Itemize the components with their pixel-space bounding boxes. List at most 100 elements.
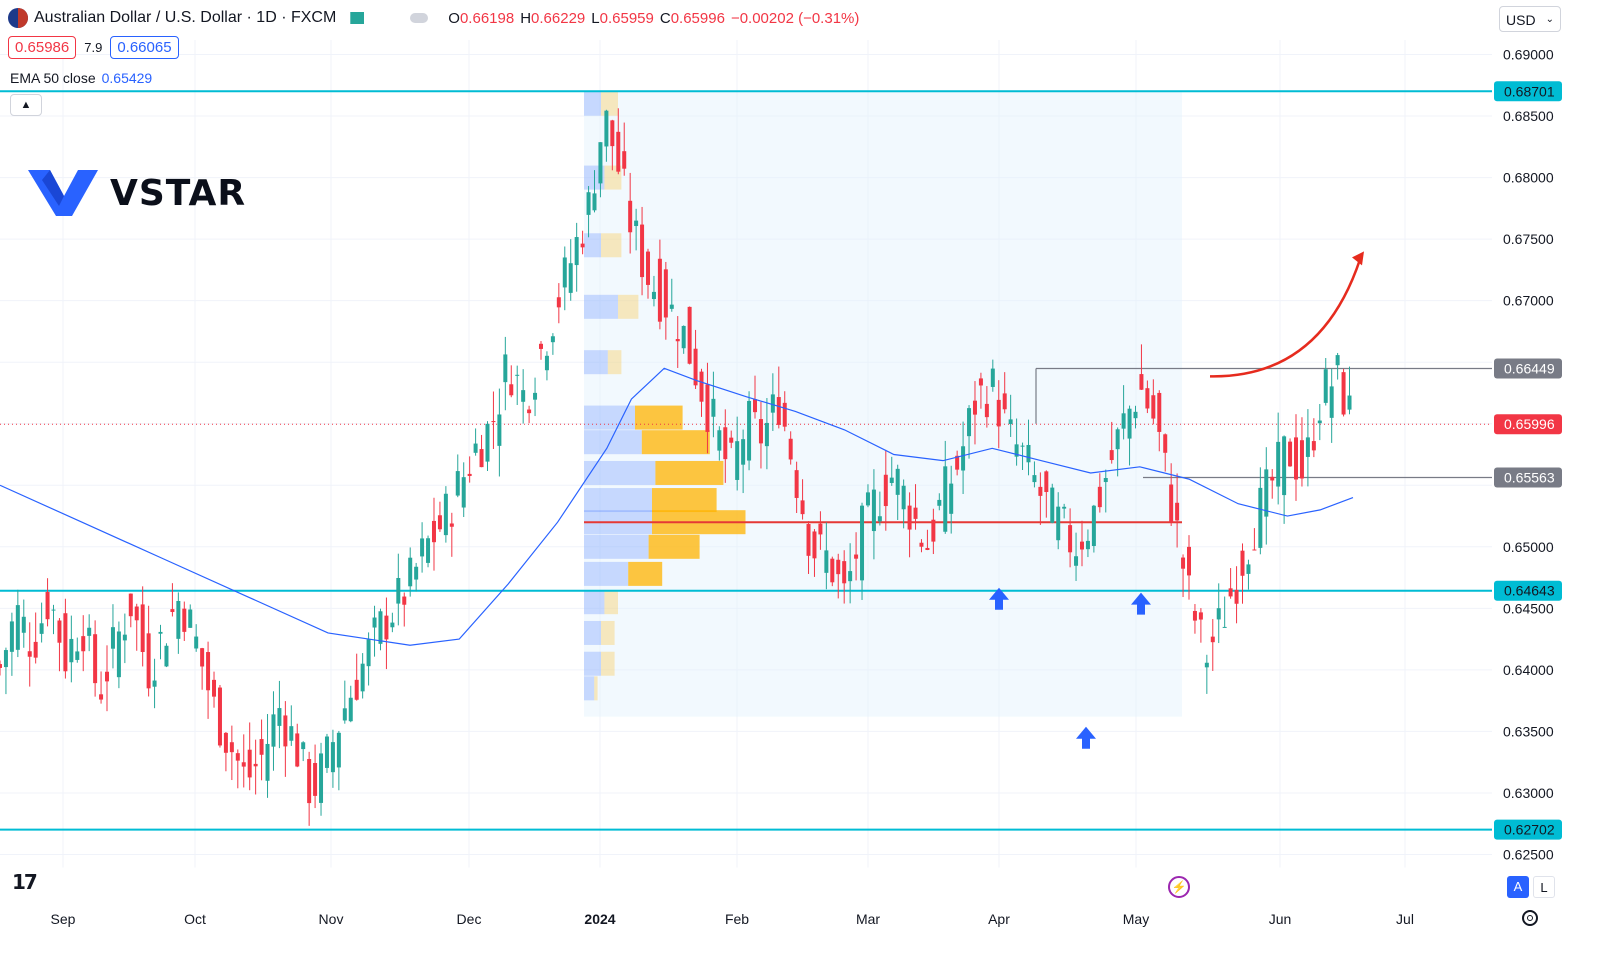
price-tick-label: 0.68500 [1503,108,1554,124]
vstar-logo: VSTAR [28,166,246,220]
candle-body [800,500,805,515]
candle-body [158,631,163,634]
candle-body [764,422,769,447]
visibility-toggle-icon[interactable] [410,13,429,23]
candle-body [1252,549,1257,551]
candle-body [1335,355,1340,366]
settings-gear-icon[interactable] [1522,910,1538,926]
candle-body [372,617,377,628]
change-value: −0.00202 (−0.31%) [730,9,860,27]
candle-body [87,627,92,636]
candle-body [235,753,240,761]
candle-body [895,468,900,495]
ema-legend[interactable]: EMA 50 close 0.65429 [10,70,152,86]
vstar-wordmark: VSTAR [110,172,247,214]
candle-body [1133,411,1138,419]
candle-body [1139,374,1144,390]
candle-body [194,636,199,649]
price-label-box [1494,580,1562,601]
vp-bar-sell [601,620,615,645]
candle-body [1276,441,1281,487]
candle-body [241,762,246,767]
vp-range-box [584,91,1182,717]
sell-button[interactable]: 0.65986 [8,36,77,59]
vp-bar-buy [584,350,608,375]
candle-body [729,437,734,443]
candle-body [907,505,912,530]
price-label-box [1494,467,1562,488]
candle-body [1008,419,1013,425]
time-tick-label: Sep [51,911,76,927]
candle-body [1121,413,1126,429]
candle-body [640,224,645,278]
chevron-down-icon: ⌄ [1545,14,1554,25]
vstar-logo-mark-icon [28,170,98,216]
candle-body [1329,386,1334,418]
candle-body [901,485,906,510]
candle-body [693,348,698,386]
close-label: C [659,9,671,27]
candle-body [616,131,621,172]
up-arrow-icon [1076,726,1096,749]
candle-body [497,414,502,446]
buy-button[interactable]: 0.66065 [110,36,179,59]
log-scale-button[interactable]: L [1533,876,1555,898]
price-tick-label: 0.67500 [1503,231,1554,247]
candle-body [360,663,365,692]
candle-body [1187,546,1191,576]
chevron-up-icon: ▲ [20,99,32,111]
candle-body [1288,441,1293,467]
vp-bar-buy [584,233,601,258]
time-tick-label: Jun [1269,911,1292,927]
lightning-icon[interactable]: ⚡ [1168,876,1190,898]
candle-body [919,542,924,547]
projection-arrowhead-icon [1352,251,1364,266]
candle-body [1020,445,1025,447]
price-label-box [1494,414,1562,435]
price-tick-label: 0.69000 [1503,47,1554,63]
candle-body [646,251,651,285]
candle-body [509,384,514,396]
candle-body [217,687,222,746]
candle-body [1216,608,1221,620]
open-label: O [448,9,460,27]
candle-body [1347,395,1352,410]
candle-body [1091,505,1096,546]
candle-body [824,550,829,573]
candle-body [634,220,639,227]
candle-body [140,604,145,652]
candle-body [295,733,300,767]
candle-body [1002,393,1007,410]
candle-body [212,679,217,697]
candle-body [1222,626,1227,628]
symbol-title[interactable]: Australian Dollar / U.S. Dollar · 1D · F… [34,9,337,26]
tradingview-logo[interactable]: 17 [12,870,38,894]
candle-body [348,697,353,722]
candle-body [562,257,567,288]
open-value: 0.66198 [459,9,515,27]
candle-body [687,306,692,364]
candle-body [663,269,668,318]
ema-50-line [0,367,1354,646]
up-arrow-icon [989,587,1009,610]
time-tick-label: Oct [184,911,206,927]
candle-body [723,427,728,460]
candle-body [15,605,20,650]
vp-bar-sell [601,233,622,258]
candle-body [330,742,335,773]
auto-scale-button[interactable]: A [1507,876,1529,898]
candle-body [390,622,395,628]
candle-body [1234,589,1239,604]
candle-body [925,547,930,550]
candle-body [1305,437,1310,457]
candle-body [860,505,865,581]
candle-body [978,378,983,386]
candle-body [622,151,627,169]
vp-bar-sell [604,590,618,615]
currency-selector[interactable]: USD ⌄ [1499,6,1561,32]
candle-body [1145,388,1150,409]
collapse-legend-button[interactable]: ▲ [10,94,42,116]
high-label: H [520,9,532,27]
candle-body [229,742,234,753]
